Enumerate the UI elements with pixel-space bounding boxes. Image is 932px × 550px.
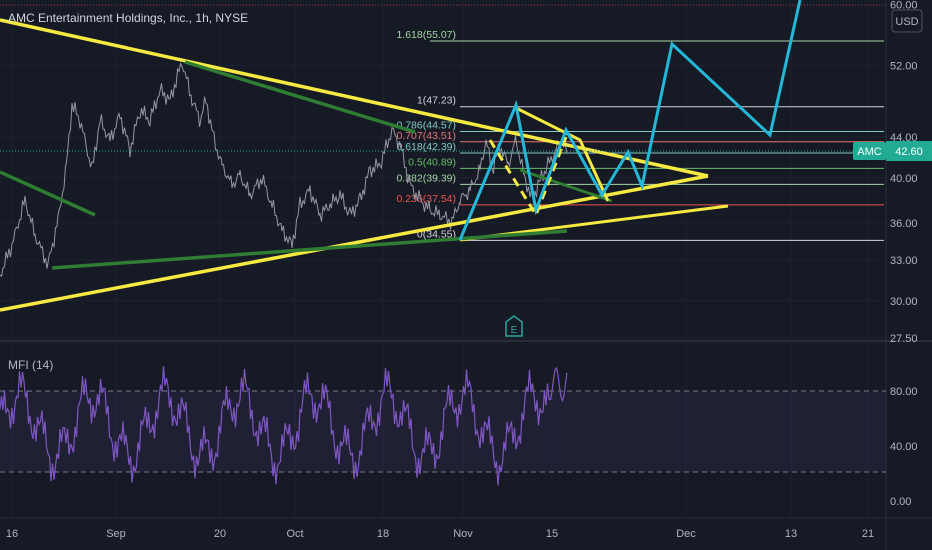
lower-trendline xyxy=(0,174,709,312)
time-tick-label: 15 xyxy=(546,528,558,540)
fib-level-label: 0.707(43.51) xyxy=(396,130,456,142)
earnings-marker-label: E xyxy=(511,325,518,336)
channel-line-upper xyxy=(184,60,416,134)
mfi-axis[interactable]: 80.00 40.00 0.00 xyxy=(890,386,918,508)
price-line-path xyxy=(0,62,567,278)
price-tick-label: 30.00 xyxy=(890,296,918,308)
projection-path xyxy=(458,0,802,241)
price-tick-label: 52.00 xyxy=(890,61,918,73)
fib-level-label: 0.236(37.54) xyxy=(396,193,456,205)
time-tick-label: 21 xyxy=(862,528,874,540)
time-tick-label: Nov xyxy=(453,528,473,540)
symbol-tag-label: AMC xyxy=(857,146,882,158)
channel-line-lower xyxy=(51,229,568,270)
fib-level-label: 1.618(55.07) xyxy=(396,29,456,41)
time-tick-label: 13 xyxy=(785,528,797,540)
time-tick-label: 18 xyxy=(377,528,389,540)
dashed-wave xyxy=(488,136,568,219)
price-tick-label: 40.00 xyxy=(890,173,918,185)
mfi-tick-label: 80.00 xyxy=(890,386,918,398)
price-tag xyxy=(886,141,932,161)
fib-level-label: 1(47.23) xyxy=(417,95,456,107)
price-series xyxy=(0,62,567,278)
fib-level-label: 0.618(42.39) xyxy=(396,141,456,153)
time-tick-label: Dec xyxy=(676,528,696,540)
mfi-legend-label: MFI (14) xyxy=(8,358,53,372)
time-tick-label: 20 xyxy=(214,528,226,540)
mfi-tick-label: 0.00 xyxy=(890,496,911,508)
mfi-line-path xyxy=(0,366,568,486)
currency-label: USD xyxy=(895,16,918,28)
earnings-badge-icon xyxy=(505,315,523,337)
fib-level-label: 0(34.55) xyxy=(417,228,456,240)
time-tick-label: Oct xyxy=(286,528,303,540)
wedge-upper-leg xyxy=(515,106,610,202)
price-tick-label: 27.50 xyxy=(890,333,918,345)
gridlines xyxy=(0,0,886,518)
trendline-drawings[interactable] xyxy=(0,0,802,312)
currency-box[interactable] xyxy=(891,9,923,33)
fib-level-label: 0.382(39.39) xyxy=(396,172,456,184)
time-axis[interactable]: 16 Sep 20 Oct 18 Nov 15 Dec 13 21 xyxy=(6,528,874,540)
time-tick-label: Sep xyxy=(106,528,126,540)
time-tick-label: 16 xyxy=(6,528,18,540)
price-tick-label: 60.00 xyxy=(890,0,918,11)
chart-title: AMC Entertainment Holdings, Inc., 1h, NY… xyxy=(8,11,248,25)
symbol-tag xyxy=(853,142,886,160)
mfi-series xyxy=(0,366,568,486)
price-tick-label: 33.00 xyxy=(890,255,918,267)
mfi-tick-label: 40.00 xyxy=(890,441,918,453)
upper-trendline xyxy=(0,18,709,178)
channel-line-inner xyxy=(519,168,613,203)
price-tick-label: 36.00 xyxy=(890,218,918,230)
earnings-marker[interactable]: E xyxy=(505,315,523,337)
fib-level-label: 0.5(40.89) xyxy=(408,156,456,168)
price-tag-value: 42.60 xyxy=(895,146,923,158)
fib-level-label: 0.786(44.57) xyxy=(396,119,456,131)
channel-line-left xyxy=(0,170,96,217)
